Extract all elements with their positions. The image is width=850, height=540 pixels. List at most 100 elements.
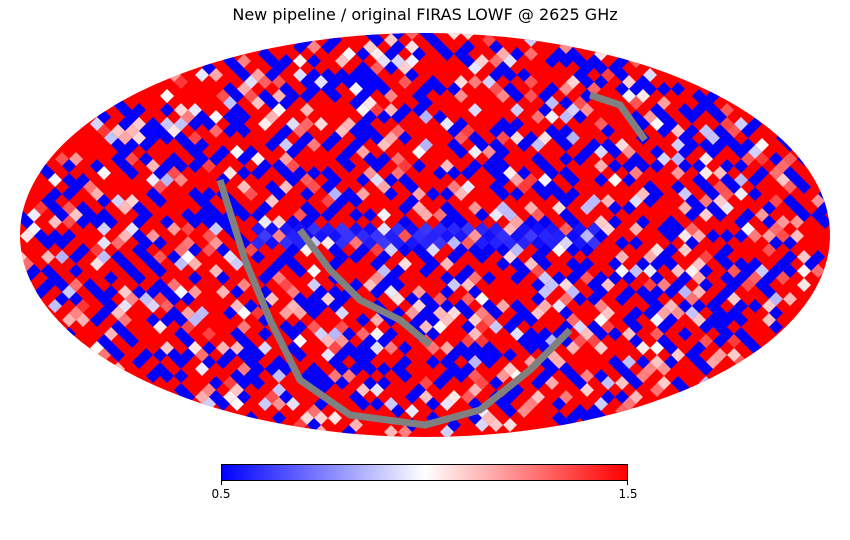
sky-pixel: [48, 173, 62, 187]
sky-pixel: [391, 292, 405, 306]
sky-pixel: [356, 173, 370, 187]
sky-pixel: [713, 334, 727, 348]
sky-pixel: [370, 397, 384, 411]
sky-pixel: [90, 257, 104, 271]
sky-pixel: [566, 341, 580, 355]
sky-pixel: [237, 208, 251, 222]
sky-pixel: [188, 257, 202, 271]
sky-pixel: [503, 68, 517, 82]
sky-pixel: [251, 96, 265, 110]
sky-pixel: [510, 89, 524, 103]
sky-pixel: [727, 334, 741, 348]
sky-pixel: [174, 75, 188, 89]
sky-pixel: [608, 201, 622, 215]
sky-pixel: [629, 96, 643, 110]
sky-pixel: [202, 243, 216, 257]
sky-pixel: [426, 397, 440, 411]
sky-pixel: [398, 243, 412, 257]
sky-pixel: [699, 208, 713, 222]
sky-pixel: [258, 327, 272, 341]
sky-pixel: [664, 285, 678, 299]
colorbar-min-label: 0.5: [211, 487, 231, 501]
sky-pixel: [335, 54, 349, 68]
sky-pixel: [398, 341, 412, 355]
sky-pixel: [748, 299, 762, 313]
sky-pixel: [461, 166, 475, 180]
sky-pixel: [300, 89, 314, 103]
sky-pixel: [335, 306, 349, 320]
sky-pixel: [741, 278, 755, 292]
sky-pixel: [349, 194, 363, 208]
sky-pixel: [699, 362, 713, 376]
sky-pixel: [97, 194, 111, 208]
sky-pixel: [524, 341, 538, 355]
sky-pixel: [405, 33, 419, 40]
sky-pixel: [454, 145, 468, 159]
sky-pixel: [293, 348, 307, 362]
sky-pixel: [433, 166, 447, 180]
sky-pixel: [384, 425, 398, 437]
sky-pixel: [531, 110, 545, 124]
sky-pixel: [440, 187, 454, 201]
sky-pixel: [517, 404, 531, 418]
sky-pixel: [398, 425, 412, 437]
sky-pixel: [797, 180, 811, 194]
sky-pixel: [783, 180, 797, 194]
sky-pixel: [650, 383, 664, 397]
sky-pixel: [580, 383, 594, 397]
sky-pixel: [356, 47, 370, 61]
sky-pixel: [664, 229, 678, 243]
sky-pixel: [391, 110, 405, 124]
sky-pixel: [720, 229, 734, 243]
sky-pixel: [734, 229, 748, 243]
sky-pixel: [734, 313, 748, 327]
sky-pixel: [153, 264, 167, 278]
sky-pixel: [111, 236, 125, 250]
sky-pixel: [510, 271, 524, 285]
sky-pixel: [650, 159, 664, 173]
sky-pixel: [370, 313, 384, 327]
sky-pixel: [559, 54, 573, 68]
sky-pixel: [146, 299, 160, 313]
sky-pixel: [272, 397, 286, 411]
sky-pixel: [69, 264, 83, 278]
sky-pixel: [629, 236, 643, 250]
sky-pixel: [174, 369, 188, 383]
sky-pixel: [461, 33, 475, 40]
sky-pixel: [342, 159, 356, 173]
sky-pixel: [608, 145, 622, 159]
sky-pixel: [244, 187, 258, 201]
sky-pixel: [293, 264, 307, 278]
sky-pixel: [265, 138, 279, 152]
sky-pixel: [559, 110, 573, 124]
sky-pixel: [139, 138, 153, 152]
sky-pixel: [699, 320, 713, 334]
sky-pixel: [62, 313, 76, 327]
sky-pixel: [503, 404, 517, 418]
sky-pixel: [573, 110, 587, 124]
sky-pixel: [300, 187, 314, 201]
sky-pixel: [272, 369, 286, 383]
sky-pixel: [391, 404, 405, 418]
sky-pixel: [384, 341, 398, 355]
sky-pixel: [510, 103, 524, 117]
sky-pixel: [223, 124, 237, 138]
sky-pixel: [307, 306, 321, 320]
colorbar-max-label: 1.5: [618, 487, 638, 501]
sky-pixel: [496, 187, 510, 201]
sky-pixel: [125, 334, 139, 348]
sky-pixel: [328, 411, 342, 425]
sky-pixel: [797, 278, 811, 292]
sky-pixel: [55, 250, 69, 264]
sky-pixel: [160, 369, 174, 383]
sky-pixel: [447, 33, 461, 40]
sky-pixel: [405, 390, 419, 404]
sky-pixel: [237, 124, 251, 138]
sky-pixel: [552, 397, 566, 411]
sky-pixel: [398, 201, 412, 215]
sky-pixel: [132, 355, 146, 369]
sky-pixel: [573, 292, 587, 306]
sky-pixel: [405, 404, 419, 418]
sky-pixel: [279, 306, 293, 320]
sky-pixel: [517, 138, 531, 152]
